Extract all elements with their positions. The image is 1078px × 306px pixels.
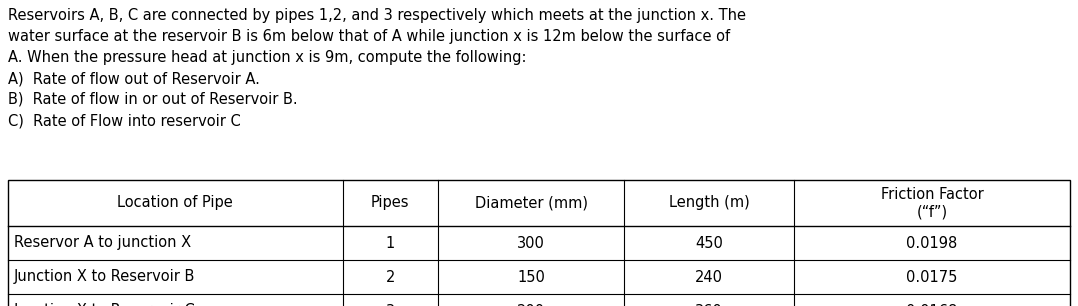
- Text: 3: 3: [386, 304, 395, 306]
- Text: water surface at the reservoir B is 6m below that of A while junction x is 12m b: water surface at the reservoir B is 6m b…: [8, 29, 730, 44]
- Text: 450: 450: [695, 236, 723, 251]
- Bar: [8, 180, 1070, 306]
- Text: 0.0175: 0.0175: [907, 270, 957, 285]
- Text: Junction X to Reservoir B: Junction X to Reservoir B: [14, 270, 195, 285]
- Text: Friction Factor
(“f”): Friction Factor (“f”): [881, 187, 983, 219]
- Text: Location of Pipe: Location of Pipe: [118, 196, 233, 211]
- Text: Reservor A to junction X: Reservor A to junction X: [14, 236, 191, 251]
- Text: Pipes: Pipes: [371, 196, 410, 211]
- Text: Junction X to Reservoir C: Junction X to Reservoir C: [14, 304, 196, 306]
- Text: 240: 240: [695, 270, 723, 285]
- Text: 360: 360: [695, 304, 722, 306]
- Text: Reservoirs A, B, C are connected by pipes 1,2, and 3 respectively which meets at: Reservoirs A, B, C are connected by pipe…: [8, 8, 746, 23]
- Text: A)  Rate of flow out of Reservoir A.: A) Rate of flow out of Reservoir A.: [8, 71, 260, 86]
- Text: Length (m): Length (m): [668, 196, 749, 211]
- Text: 1: 1: [386, 236, 395, 251]
- Text: 300: 300: [517, 236, 545, 251]
- Text: A. When the pressure head at junction x is 9m, compute the following:: A. When the pressure head at junction x …: [8, 50, 526, 65]
- Text: 2: 2: [386, 270, 395, 285]
- Text: 0.0168: 0.0168: [907, 304, 957, 306]
- Text: 200: 200: [517, 304, 545, 306]
- Text: Diameter (mm): Diameter (mm): [474, 196, 588, 211]
- Text: 0.0198: 0.0198: [907, 236, 957, 251]
- Text: 150: 150: [517, 270, 545, 285]
- Text: C)  Rate of Flow into reservoir C: C) Rate of Flow into reservoir C: [8, 113, 240, 128]
- Text: B)  Rate of flow in or out of Reservoir B.: B) Rate of flow in or out of Reservoir B…: [8, 92, 298, 107]
